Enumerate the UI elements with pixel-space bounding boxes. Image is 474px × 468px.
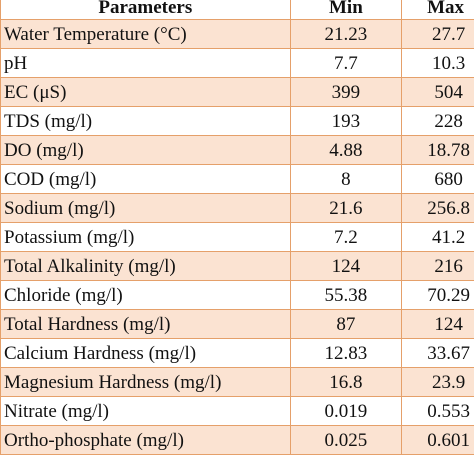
min-cell: 124 xyxy=(289,251,403,281)
table-row: Sodium (mg/l) 21.6 256.8 xyxy=(0,193,474,223)
table-row: TDS (mg/l) 193 228 xyxy=(0,106,474,136)
max-cell: 33.67 xyxy=(401,338,474,368)
min-cell: 7.2 xyxy=(289,222,403,252)
table-row: pH 7.7 10.3 xyxy=(0,48,474,78)
min-cell: 16.8 xyxy=(289,367,403,397)
parameter-cell: Sodium (mg/l) xyxy=(0,193,291,223)
min-cell: 4.88 xyxy=(289,135,403,165)
parameter-cell: Water Temperature (°C) xyxy=(0,19,291,49)
table-row: EC (μS) 399 504 xyxy=(0,77,474,107)
parameter-cell: Chloride (mg/l) xyxy=(0,280,291,310)
parameter-cell: pH xyxy=(0,48,291,78)
max-cell: 41.2 xyxy=(401,222,474,252)
min-cell: 87 xyxy=(289,309,403,339)
header-min: Min xyxy=(289,0,403,20)
header-max: Max xyxy=(401,0,474,20)
max-cell: 0.553 xyxy=(401,396,474,426)
min-cell: 55.38 xyxy=(289,280,403,310)
parameter-cell: COD (mg/l) xyxy=(0,164,291,194)
max-cell: 27.7 xyxy=(401,19,474,49)
parameter-cell: Ortho-phosphate (mg/l) xyxy=(0,425,291,455)
table-row: DO (mg/l) 4.88 18.78 xyxy=(0,135,474,165)
max-cell: 10.3 xyxy=(401,48,474,78)
max-cell: 70.29 xyxy=(401,280,474,310)
parameter-cell: Total Hardness (mg/l) xyxy=(0,309,291,339)
table-row: Chloride (mg/l) 55.38 70.29 xyxy=(0,280,474,310)
parameter-cell: Nitrate (mg/l) xyxy=(0,396,291,426)
max-cell: 680 xyxy=(401,164,474,194)
table-row: Total Alkalinity (mg/l) 124 216 xyxy=(0,251,474,281)
max-cell: 0.601 xyxy=(401,425,474,455)
parameter-cell: Total Alkalinity (mg/l) xyxy=(0,251,291,281)
min-cell: 399 xyxy=(289,77,403,107)
parameters-table: Parameters Min Max Water Temperature (°C… xyxy=(0,0,474,455)
min-cell: 193 xyxy=(289,106,403,136)
parameter-cell: TDS (mg/l) xyxy=(0,106,291,136)
max-cell: 228 xyxy=(401,106,474,136)
max-cell: 124 xyxy=(401,309,474,339)
parameter-cell: EC (μS) xyxy=(0,77,291,107)
min-cell: 0.019 xyxy=(289,396,403,426)
table-row: Nitrate (mg/l) 0.019 0.553 xyxy=(0,396,474,426)
table-row: Total Hardness (mg/l) 87 124 xyxy=(0,309,474,339)
min-cell: 12.83 xyxy=(289,338,403,368)
table-row: COD (mg/l) 8 680 xyxy=(0,164,474,194)
parameter-cell: DO (mg/l) xyxy=(0,135,291,165)
max-cell: 504 xyxy=(401,77,474,107)
table-row: Ortho-phosphate (mg/l) 0.025 0.601 xyxy=(0,425,474,455)
header-parameters: Parameters xyxy=(0,0,291,20)
max-cell: 23.9 xyxy=(401,367,474,397)
max-cell: 18.78 xyxy=(401,135,474,165)
table-row: Calcium Hardness (mg/l) 12.83 33.67 xyxy=(0,338,474,368)
parameters-table-container: Parameters Min Max Water Temperature (°C… xyxy=(0,0,474,455)
min-cell: 8 xyxy=(289,164,403,194)
min-cell: 21.23 xyxy=(289,19,403,49)
parameter-cell: Magnesium Hardness (mg/l) xyxy=(0,367,291,397)
parameter-cell: Calcium Hardness (mg/l) xyxy=(0,338,291,368)
min-cell: 0.025 xyxy=(289,425,403,455)
table-row: Potassium (mg/l) 7.2 41.2 xyxy=(0,222,474,252)
min-cell: 21.6 xyxy=(289,193,403,223)
parameter-cell: Potassium (mg/l) xyxy=(0,222,291,252)
max-cell: 256.8 xyxy=(401,193,474,223)
table-row: Water Temperature (°C) 21.23 27.7 xyxy=(0,19,474,49)
table-header-row: Parameters Min Max xyxy=(0,0,474,20)
max-cell: 216 xyxy=(401,251,474,281)
table-row: Magnesium Hardness (mg/l) 16.8 23.9 xyxy=(0,367,474,397)
min-cell: 7.7 xyxy=(289,48,403,78)
